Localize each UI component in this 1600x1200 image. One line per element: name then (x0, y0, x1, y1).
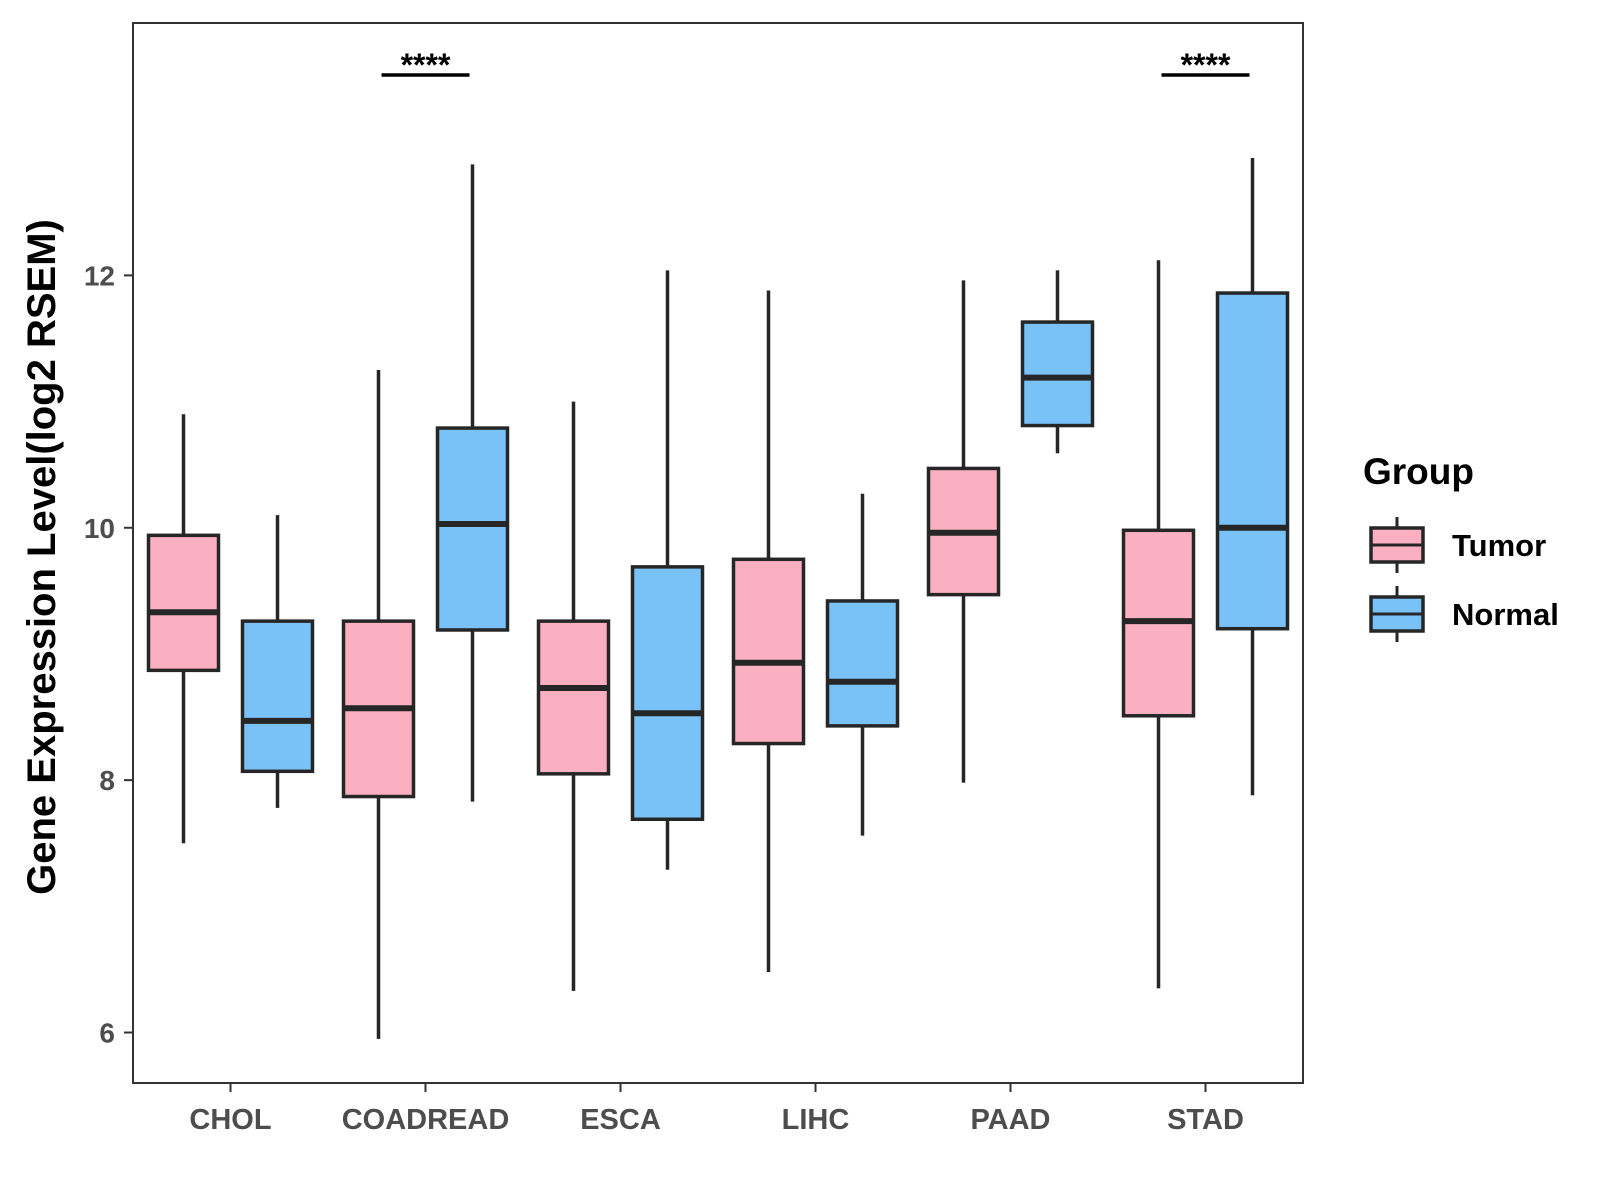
box-tumor-paad (926, 280, 1001, 783)
x-tick-label: COADREAD (342, 1104, 510, 1136)
x-tick-label: CHOL (189, 1104, 271, 1136)
box-tumor-coadread (341, 370, 416, 1039)
legend-label: Normal (1452, 597, 1559, 632)
iqr-box (146, 533, 221, 673)
x-tick-label: LIHC (782, 1104, 850, 1136)
legend-label: Tumor (1452, 528, 1546, 563)
iqr-box (630, 565, 705, 822)
iqr-box (536, 619, 611, 776)
y-tick-label: 8 (99, 765, 115, 796)
box-normal-lihc (825, 493, 900, 836)
box-normal-stad (1215, 158, 1290, 796)
x-tick-label: PAAD (970, 1104, 1050, 1136)
legend-item-tumor: Tumor (1369, 517, 1546, 573)
iqr-box (1215, 291, 1290, 631)
iqr-box (1020, 320, 1095, 428)
iqr-box (825, 599, 900, 728)
significance-label: **** (1181, 47, 1231, 83)
significance-label: **** (401, 47, 451, 83)
box-normal-paad (1020, 270, 1095, 454)
box-tumor-stad (1121, 260, 1196, 989)
y-tick-label: 6 (99, 1018, 115, 1049)
legend: Group Tumor Normal (1363, 451, 1559, 642)
box-tumor-lihc (731, 290, 806, 972)
x-tick-label: STAD (1167, 1104, 1244, 1136)
plot-panel-border (132, 22, 1304, 1084)
iqr-box (435, 426, 510, 632)
box-normal-esca (630, 270, 705, 870)
box-normal-coadread (435, 164, 510, 802)
box-tumor-chol (146, 414, 221, 844)
legend-title: Group (1363, 451, 1474, 492)
legend-item-normal: Normal (1369, 586, 1559, 642)
y-tick-label: 10 (84, 513, 115, 544)
y-tick-label: 12 (84, 260, 115, 291)
box-normal-chol (240, 515, 315, 808)
y-axis-title: Gene Expression Level(log2 RSEM) (20, 219, 64, 895)
x-tick-label: ESCA (580, 1104, 661, 1136)
iqr-box (240, 619, 315, 774)
iqr-box (731, 557, 806, 746)
box-tumor-esca (536, 401, 611, 991)
